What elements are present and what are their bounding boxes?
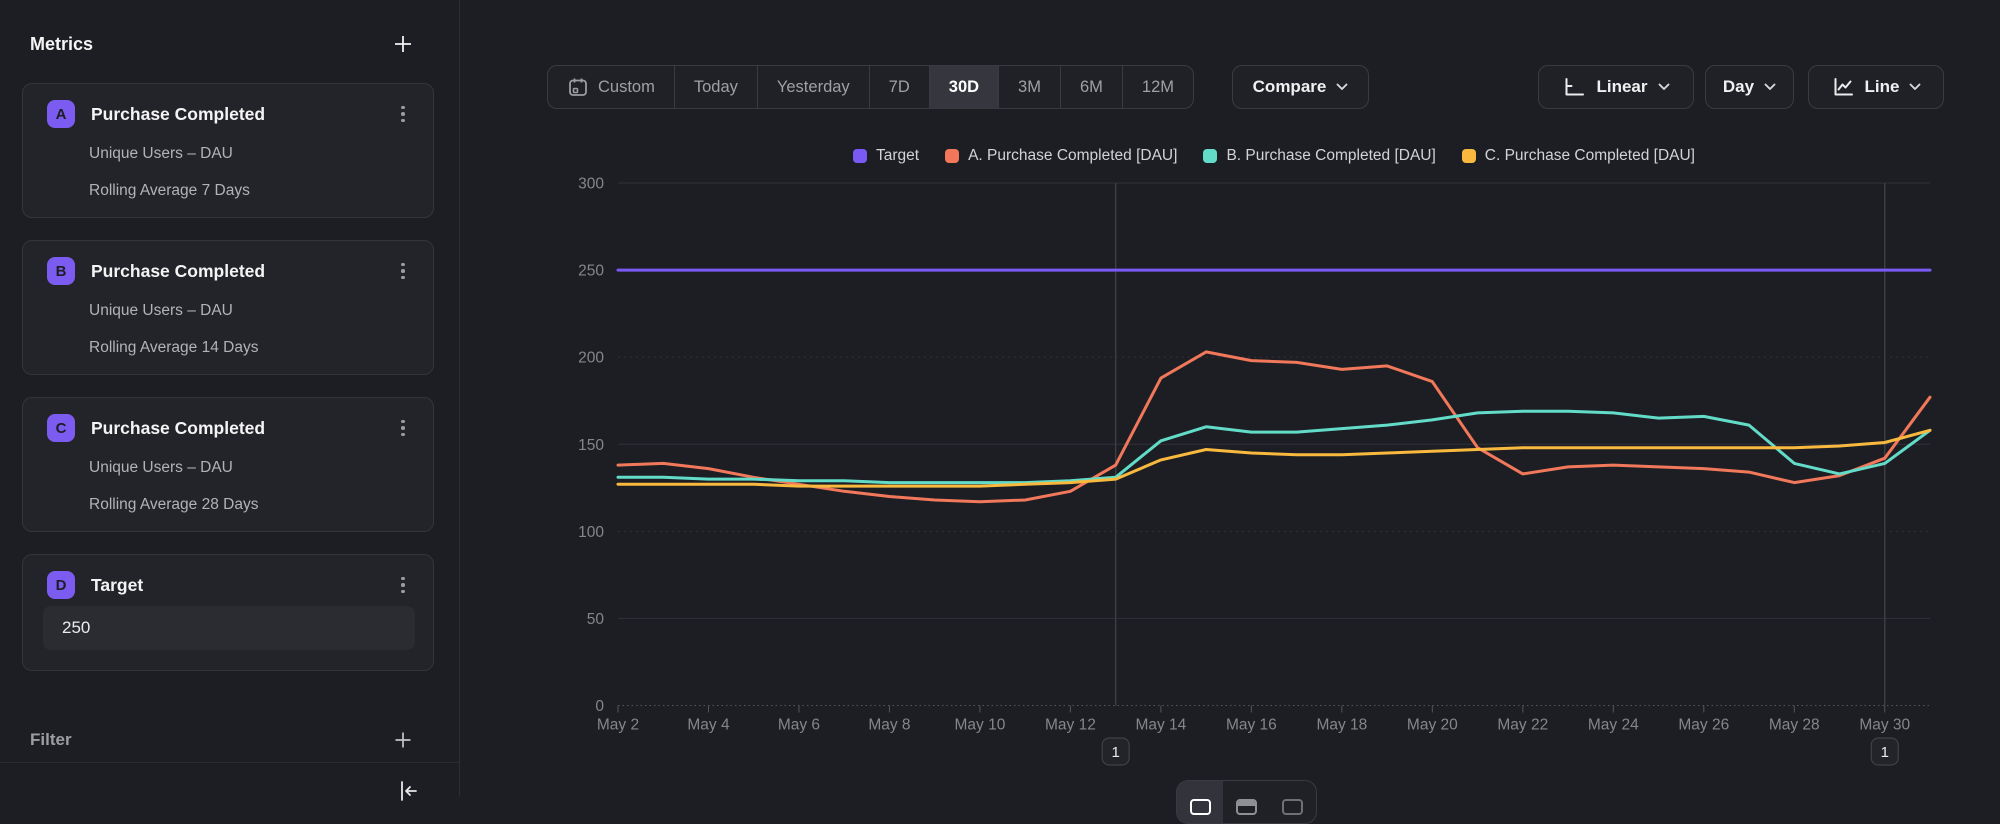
- x-axis-label: May 30: [1859, 717, 1910, 734]
- target-menu-button[interactable]: [389, 573, 417, 598]
- metric-rolling-average: Rolling Average 28 Days: [89, 495, 417, 515]
- add-metric-button[interactable]: [387, 28, 419, 60]
- metric-measurement: Unique Users – DAU: [89, 301, 417, 321]
- x-axis-label: May 22: [1497, 717, 1548, 734]
- metric-card-b[interactable]: B Purchase Completed Unique Users – DAU …: [22, 240, 434, 375]
- chart-view-icon: [1190, 799, 1211, 815]
- x-axis-label: May 10: [955, 717, 1006, 734]
- metric-rolling-average: Rolling Average 7 Days: [89, 181, 417, 201]
- x-axis-label: May 6: [778, 717, 820, 734]
- y-axis-label: 100: [578, 524, 604, 541]
- y-axis-label: 50: [587, 611, 605, 628]
- y-axis-label: 300: [578, 176, 604, 193]
- line-chart-canvas[interactable]: 0 50 100 150 200 250 300 May 2 May 4 May 6 May 8 Ma…: [460, 0, 2000, 796]
- view-table-button[interactable]: [1223, 781, 1269, 823]
- x-axis-label: May 26: [1678, 717, 1729, 734]
- chart-panel: Custom Today Yesterday 7D 30D 3M 6M 12M …: [460, 0, 2000, 796]
- metric-title: Purchase Completed: [91, 104, 389, 125]
- view-switcher: [1176, 780, 1317, 824]
- x-axis-label: May 28: [1769, 717, 1820, 734]
- metric-title: Purchase Completed: [91, 418, 389, 439]
- y-axis-label: 250: [578, 263, 604, 280]
- x-axis-label: May 24: [1588, 717, 1639, 734]
- annotation-badge-label: 1: [1881, 744, 1889, 761]
- series-line-3[interactable]: [618, 430, 1930, 486]
- series-line-1[interactable]: [618, 352, 1930, 502]
- collapse-sidebar-button[interactable]: [397, 779, 421, 803]
- target-title: Target: [91, 575, 389, 596]
- metric-card-c[interactable]: C Purchase Completed Unique Users – DAU …: [22, 397, 434, 532]
- collapse-left-icon: [397, 779, 421, 803]
- metric-measurement: Unique Users – DAU: [89, 458, 417, 478]
- x-axis-label: May 2: [597, 717, 639, 734]
- metric-title: Purchase Completed: [91, 261, 389, 282]
- view-chart-button[interactable]: [1177, 781, 1223, 823]
- table-view-icon: [1236, 799, 1257, 815]
- metric-rolling-average: Rolling Average 14 Days: [89, 338, 417, 358]
- view-card-button[interactable]: [1270, 781, 1316, 823]
- sidebar-title: Metrics: [30, 34, 93, 55]
- y-axis-label: 0: [595, 698, 604, 715]
- metric-badge-c: C: [47, 414, 75, 442]
- x-axis-label: May 12: [1045, 717, 1096, 734]
- plus-icon: [391, 32, 415, 56]
- x-axis-label: May 14: [1135, 717, 1186, 734]
- add-filter-button[interactable]: [387, 724, 419, 756]
- card-view-icon: [1282, 799, 1303, 815]
- plus-icon: [392, 729, 414, 751]
- metrics-sidebar: Metrics A Purchase Completed Unique User…: [0, 0, 460, 796]
- y-axis-label: 200: [578, 350, 604, 367]
- x-axis-label: May 16: [1226, 717, 1277, 734]
- metric-menu-button[interactable]: [389, 416, 417, 441]
- annotation-badge-label: 1: [1111, 744, 1119, 761]
- metric-card-a[interactable]: A Purchase Completed Unique Users – DAU …: [22, 83, 434, 218]
- metric-menu-button[interactable]: [389, 259, 417, 284]
- sidebar-header: Metrics: [30, 26, 419, 62]
- y-axis-label: 150: [578, 437, 604, 454]
- x-axis-label: May 4: [687, 717, 730, 734]
- filter-title: Filter: [30, 730, 72, 750]
- metric-measurement: Unique Users – DAU: [89, 144, 417, 164]
- x-axis-label: May 8: [868, 717, 910, 734]
- metric-badge-d: D: [47, 571, 75, 599]
- x-axis-label: May 18: [1316, 717, 1367, 734]
- sidebar-footer: [0, 762, 459, 796]
- target-card[interactable]: D Target: [22, 554, 434, 671]
- x-axis-label: May 20: [1407, 717, 1458, 734]
- target-value-input[interactable]: [43, 606, 415, 650]
- metric-badge-a: A: [47, 100, 75, 128]
- metric-menu-button[interactable]: [389, 102, 417, 127]
- filter-section: Filter: [30, 722, 419, 758]
- metric-badge-b: B: [47, 257, 75, 285]
